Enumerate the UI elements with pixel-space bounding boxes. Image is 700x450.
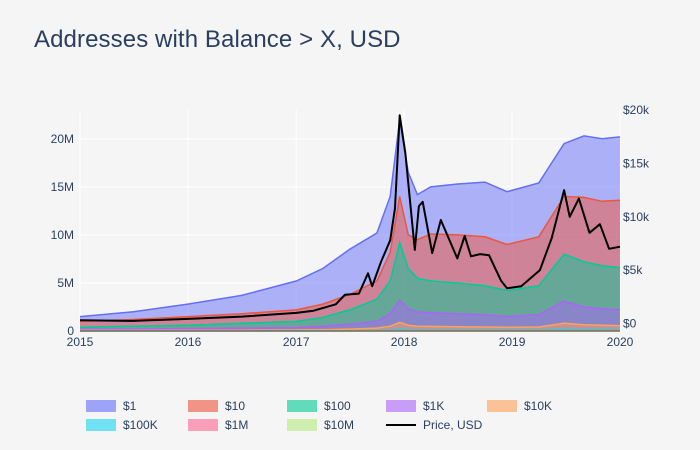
legend-label: $1K <box>423 399 445 413</box>
y-tick-label: 20M <box>51 132 74 146</box>
legend-label: $10K <box>524 399 553 413</box>
legend-label: $1M <box>225 418 249 432</box>
chart-title: Addresses with Balance > X, USD <box>34 26 401 53</box>
area-series <box>79 119 621 332</box>
y2-tick-label: $10k <box>623 210 650 224</box>
legend-line-swatch <box>386 424 416 426</box>
legend-label: $10 <box>225 399 246 413</box>
legend-label: $1 <box>123 399 137 413</box>
area-edge-$100 <box>79 239 621 328</box>
area-edge-$1K <box>79 299 621 331</box>
y-tick-label: 5M <box>57 276 74 290</box>
legend-swatch <box>287 419 317 431</box>
x-tick-label: 2018 <box>391 335 418 349</box>
y-tick-label: 15M <box>51 180 74 194</box>
y-tick-label: 10M <box>51 228 74 242</box>
x-tick-label: 2015 <box>67 335 94 349</box>
area-$100 <box>80 242 620 331</box>
y-tick-label: 0 <box>67 324 74 338</box>
y2-tick-label: $0 <box>623 317 637 331</box>
y2-tick-label: $5k <box>623 263 643 277</box>
axes: 0 5M 10M 15M 20M $0 $5k $10k $15k $20k 2015 2016 201… <box>51 103 650 349</box>
area-$1K <box>80 300 620 331</box>
legend-swatch <box>386 400 416 412</box>
y2-tick-label: $20k <box>623 103 650 117</box>
legend-swatch <box>287 400 317 412</box>
legend-label: $10M <box>324 418 355 432</box>
y2-tick-label: $15k <box>623 156 650 170</box>
legend-swatch <box>188 419 218 431</box>
x-tick-label: 2019 <box>499 335 526 349</box>
legend-swatch <box>188 400 218 412</box>
legend-label: Price, USD <box>423 418 483 432</box>
legend-swatch <box>487 400 517 412</box>
area-edge-$10 <box>79 195 621 323</box>
price-line <box>79 114 621 322</box>
area-edge-$1 <box>79 119 621 318</box>
legend-swatch <box>86 400 116 412</box>
legend-label: $100K <box>123 418 158 432</box>
x-tick-label: 2017 <box>283 335 310 349</box>
x-tick-label: 2020 <box>607 335 634 349</box>
price-series <box>79 114 621 322</box>
legend-label: $100 <box>324 399 351 413</box>
legend-swatch <box>86 419 116 431</box>
x-tick-label: 2016 <box>175 335 202 349</box>
area-$10K <box>80 322 620 331</box>
